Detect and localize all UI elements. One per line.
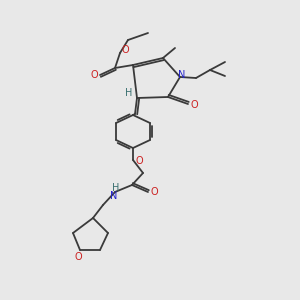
Text: O: O xyxy=(90,70,98,80)
Text: O: O xyxy=(74,252,82,262)
Text: N: N xyxy=(178,70,186,80)
Text: H: H xyxy=(125,88,133,98)
Text: O: O xyxy=(121,45,129,55)
Text: H: H xyxy=(112,183,120,193)
Text: O: O xyxy=(190,100,198,110)
Text: O: O xyxy=(135,156,143,166)
Text: O: O xyxy=(150,187,158,197)
Text: N: N xyxy=(110,191,118,201)
